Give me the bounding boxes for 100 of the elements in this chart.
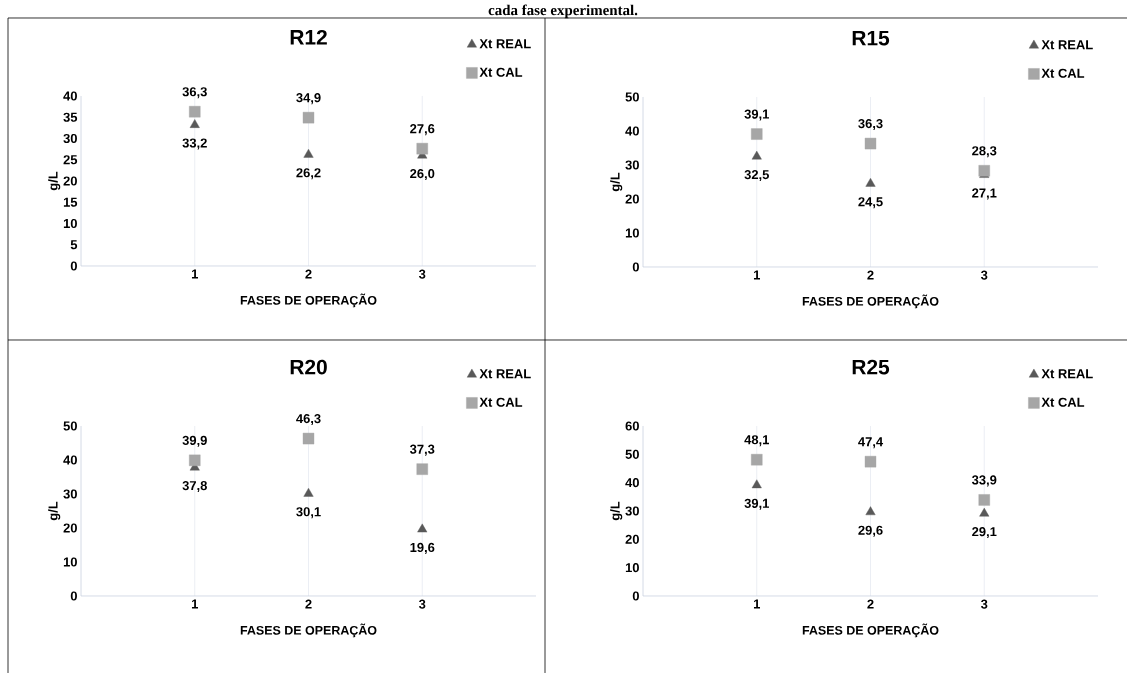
x-tick-label: 1 xyxy=(191,269,198,279)
text: cada fase experimental. xyxy=(488,4,638,19)
point xyxy=(865,177,876,187)
x-tick-label: 3 xyxy=(980,599,988,609)
point xyxy=(751,479,762,489)
x-tick-label: 3 xyxy=(418,599,426,609)
y-tick-label: 10 xyxy=(63,218,77,229)
x-tick-label: 2 xyxy=(305,269,312,279)
x-tick-label: 3 xyxy=(418,269,426,279)
data-label: 29,6 xyxy=(858,525,883,537)
point xyxy=(189,454,201,467)
y-tick-label: 50 xyxy=(625,449,639,459)
y-tick-label: 30 xyxy=(625,160,639,170)
point xyxy=(417,523,428,533)
legend-label: Xt REAL xyxy=(479,369,531,379)
point xyxy=(303,148,314,158)
y-tick-label: 5 xyxy=(70,240,78,250)
y-tick-label: 0 xyxy=(632,591,639,601)
point xyxy=(751,454,763,466)
y-tick-label: 0 xyxy=(70,591,77,601)
y-tick-label: 20 xyxy=(625,194,639,204)
legend-label: Xt REAL xyxy=(1041,369,1093,379)
legend-label: Xt CAL xyxy=(1041,397,1085,407)
y-tick-label: 50 xyxy=(625,92,639,102)
x-tick-label: 1 xyxy=(753,599,760,609)
legend-label: Xt CAL xyxy=(479,397,523,407)
y-tick-label: 35 xyxy=(63,112,78,122)
y-tick-label: 25 xyxy=(63,155,78,165)
data-label: 36,3 xyxy=(858,119,883,131)
y-tick-label: 10 xyxy=(625,228,639,238)
point xyxy=(416,463,428,475)
y-axis-title: g/L xyxy=(610,501,623,521)
x-axis-title: FASES DE OPERAÇÃO xyxy=(802,294,939,309)
point xyxy=(302,111,315,124)
y-tick-label: 40 xyxy=(63,91,77,101)
point xyxy=(751,150,762,160)
data-label: 39,9 xyxy=(182,435,207,447)
y-tick-label: 40 xyxy=(63,455,77,465)
data-label: 19,6 xyxy=(410,542,435,554)
y-tick-label: 40 xyxy=(625,478,639,488)
x-tick-label: 1 xyxy=(753,270,760,280)
y-tick-label: 0 xyxy=(70,261,77,271)
legend-label: Xt CAL xyxy=(1041,68,1085,78)
data-label: 39,1 xyxy=(744,109,769,121)
legend-label: Xt CAL xyxy=(479,67,523,77)
point xyxy=(864,455,877,468)
point xyxy=(189,119,200,128)
data-label: 26,0 xyxy=(410,169,435,181)
data-label: 24,5 xyxy=(858,197,883,209)
y-tick-label: 10 xyxy=(63,557,77,567)
y-tick-label: 10 xyxy=(625,563,639,573)
x-tick-label: 2 xyxy=(867,599,874,609)
data-label: 27,1 xyxy=(972,188,997,200)
data-label: 30,1 xyxy=(296,507,321,519)
data-label: 26,2 xyxy=(296,168,321,180)
point xyxy=(978,165,990,177)
y-tick-label: 15 xyxy=(63,197,78,207)
y-tick-label: 30 xyxy=(63,489,77,499)
x-tick-label: 3 xyxy=(980,270,988,280)
data-label: 33,9 xyxy=(971,475,997,487)
point xyxy=(978,494,990,506)
legend-label: Xt REAL xyxy=(479,39,531,49)
y-tick-label: 60 xyxy=(625,421,639,431)
y-tick-label: 40 xyxy=(625,126,639,136)
x-axis-title: FASES DE OPERAÇÃO xyxy=(240,623,377,638)
chart-title: R20 xyxy=(290,359,327,375)
point xyxy=(303,487,314,497)
data-label: 27,6 xyxy=(410,124,435,136)
y-tick-label: 20 xyxy=(63,523,77,533)
point xyxy=(864,137,877,150)
chart-title: R12 xyxy=(290,29,327,45)
legend-label: Xt REAL xyxy=(1041,40,1093,50)
data-label: 29,1 xyxy=(972,527,997,539)
y-axis-title: g/L xyxy=(48,501,61,521)
data-label: 37,8 xyxy=(182,480,207,493)
x-tick-label: 1 xyxy=(191,599,198,609)
y-axis-title: g/L xyxy=(48,171,61,191)
data-label: 47,4 xyxy=(858,437,884,449)
data-label: 37,3 xyxy=(409,444,435,456)
data-label: 34,9 xyxy=(296,93,321,105)
chart-title: R25 xyxy=(852,359,890,375)
point xyxy=(189,106,201,118)
data-label: 28,3 xyxy=(972,146,997,158)
point xyxy=(302,432,315,445)
y-axis-title: g/L xyxy=(610,172,623,192)
chart-title: R15 xyxy=(852,30,890,46)
data-label: 46,3 xyxy=(296,414,321,426)
y-tick-label: 20 xyxy=(63,176,77,186)
y-tick-label: 20 xyxy=(625,534,639,544)
data-label: 39,1 xyxy=(744,498,769,510)
data-label: 32,5 xyxy=(744,170,769,182)
y-tick-label: 30 xyxy=(63,133,77,144)
point xyxy=(416,142,428,155)
x-tick-label: 2 xyxy=(305,599,312,609)
point xyxy=(979,507,990,517)
y-tick-label: 30 xyxy=(625,506,639,516)
point xyxy=(865,506,876,516)
x-axis-title: FASES DE OPERAÇÃO xyxy=(240,293,377,308)
x-tick-label: 2 xyxy=(867,270,874,280)
x-axis-title: FASES DE OPERAÇÃO xyxy=(802,623,939,638)
